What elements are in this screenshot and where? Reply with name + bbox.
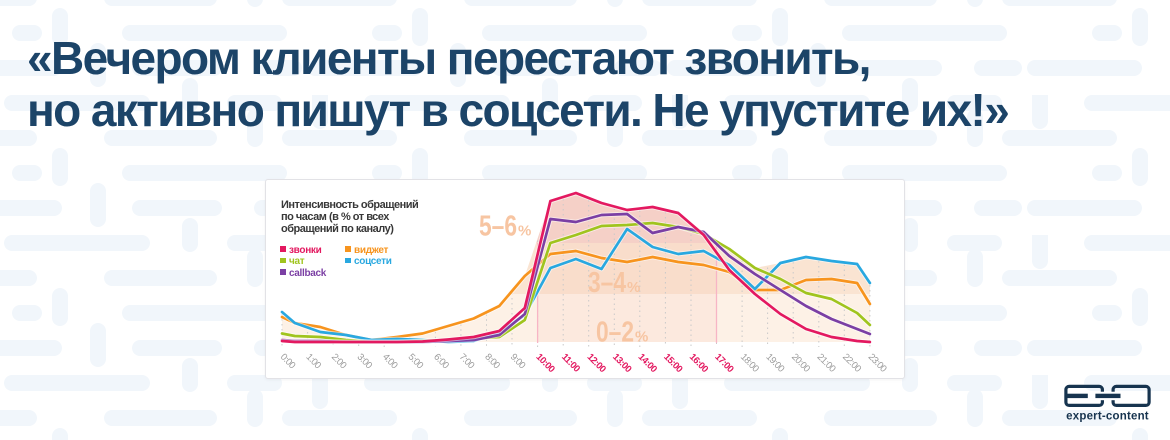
svg-text:%: % [635,329,648,346]
svg-text:expert-content: expert-content [1066,411,1149,423]
svg-text:2:00: 2:00 [329,352,348,371]
svg-text:3:00: 3:00 [355,352,374,371]
svg-text:14:00: 14:00 [636,352,659,375]
svg-text:%: % [518,223,531,240]
svg-text:19:00: 19:00 [763,352,786,375]
svg-text:15:00: 15:00 [661,352,684,375]
svg-text:3–4: 3–4 [588,267,626,299]
svg-text:7:00: 7:00 [457,352,476,371]
svg-text:12:00: 12:00 [585,352,608,375]
svg-text:10:00: 10:00 [533,352,556,375]
svg-text:23:00: 23:00 [866,352,889,375]
svg-text:0:00: 0:00 [278,352,297,371]
svg-text:18:00: 18:00 [738,352,761,375]
svg-text:13:00: 13:00 [610,352,633,375]
svg-text:9:00: 9:00 [508,352,527,371]
svg-text:17:00: 17:00 [712,352,735,375]
svg-text:%: % [627,279,640,296]
svg-text:22:00: 22:00 [840,352,863,375]
svg-text:8:00: 8:00 [482,352,501,371]
svg-text:5–6: 5–6 [479,211,517,243]
svg-text:11:00: 11:00 [559,352,582,375]
svg-text:4:00: 4:00 [380,352,399,371]
svg-text:20:00: 20:00 [789,352,812,375]
svg-text:0–2: 0–2 [596,317,634,349]
svg-text:21:00: 21:00 [815,352,838,375]
svg-text:1:00: 1:00 [303,352,322,371]
svg-text:16:00: 16:00 [687,352,710,375]
svg-text:5:00: 5:00 [406,352,425,371]
svg-text:6:00: 6:00 [431,352,450,371]
